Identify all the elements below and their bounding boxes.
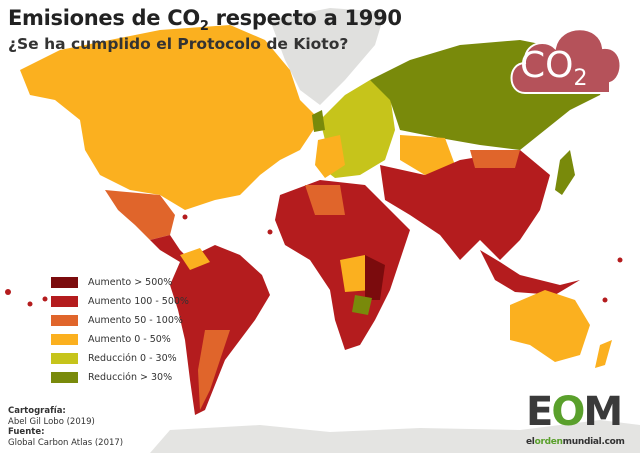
source-value: Global Carbon Atlas (2017): [8, 437, 124, 448]
mexico: [105, 190, 175, 240]
north-america: [20, 25, 320, 210]
source-label: Fuente:: [8, 427, 45, 437]
japan: [555, 150, 575, 195]
central-africa: [340, 255, 372, 292]
greenland: [270, 8, 385, 105]
legend-label: Aumento 0 - 50%: [88, 333, 171, 345]
asia: [380, 150, 550, 260]
title-rest: respecto a 1990: [208, 6, 402, 30]
kazakhstan: [400, 135, 455, 175]
url-part: el: [526, 437, 535, 447]
southeast-asia: [480, 250, 580, 295]
zimbabwe: [352, 295, 372, 315]
co2-cloud-icon: [510, 28, 622, 94]
co2-text: CO: [520, 45, 574, 86]
legend-swatch: [51, 296, 78, 307]
logo-o: O: [551, 389, 585, 435]
url-part: mundial.com: [562, 437, 625, 447]
legend-swatch: [51, 277, 78, 288]
western-europe: [315, 135, 345, 178]
cartography-value: Abel Gil Lobo (2019): [8, 416, 95, 427]
cartography-label: Cartografía:: [8, 406, 66, 416]
legend-item: Reducción > 30%: [51, 368, 189, 387]
island-dot: [602, 297, 608, 303]
venezuela: [180, 248, 210, 270]
island-dot: [27, 301, 33, 307]
mongolia: [470, 150, 520, 168]
island-dot: [5, 289, 11, 295]
central-america: [150, 235, 190, 262]
legend-label: Reducción > 30%: [88, 371, 173, 383]
credits: Cartografía: Abel Gil Lobo (2019) Fuente…: [8, 406, 123, 448]
island-dot: [267, 229, 273, 235]
co2-badge-text: CO2: [520, 44, 588, 92]
title-subscript: 2: [199, 19, 209, 35]
page-title: Emisiones de CO2 respecto a 1990: [8, 4, 402, 35]
logo-mark: EOM: [526, 388, 640, 436]
island-dot: [42, 296, 48, 302]
legend-swatch: [51, 315, 78, 326]
congo: [365, 255, 385, 300]
island-dot: [182, 214, 188, 220]
co2-subscript: 2: [573, 66, 588, 92]
legend-swatch: [51, 372, 78, 383]
island-dot: [617, 257, 623, 263]
legend-label: Aumento 50 - 100%: [88, 314, 183, 326]
new-zealand: [595, 340, 612, 368]
legend-item: Aumento 50 - 100%: [51, 311, 189, 330]
url-part: orden: [534, 437, 563, 447]
legend-label: Aumento 100 - 500%: [88, 295, 189, 307]
legend-label: Reducción 0 - 30%: [88, 352, 177, 364]
eom-logo: EOM elordenmundial.com: [526, 388, 640, 448]
legend-item: Aumento 100 - 500%: [51, 292, 189, 311]
legend-label: Aumento > 500%: [88, 276, 173, 288]
logo-e: E: [526, 389, 553, 435]
logo-m: M: [583, 389, 623, 435]
legend-item: Aumento > 500%: [51, 273, 189, 292]
logo-url: elordenmundial.com: [526, 436, 640, 448]
legend: Aumento > 500% Aumento 100 - 500% Aument…: [51, 273, 189, 387]
antarctica: [150, 420, 640, 453]
page-subtitle: ¿Se ha cumplido el Protocolo de Kioto?: [8, 35, 349, 53]
algeria-libya: [305, 185, 345, 215]
uk: [312, 110, 325, 132]
argentina: [198, 330, 230, 410]
legend-swatch: [51, 334, 78, 345]
title-text: Emisiones de CO: [8, 6, 200, 30]
legend-item: Reducción 0 - 30%: [51, 349, 189, 368]
legend-item: Aumento 0 - 50%: [51, 330, 189, 349]
legend-swatch: [51, 353, 78, 364]
australia: [510, 290, 590, 362]
